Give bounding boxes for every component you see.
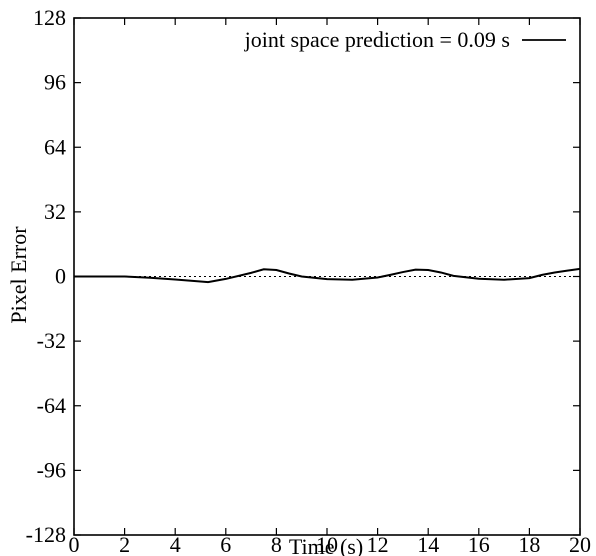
x-tick-label: 4 — [170, 532, 181, 556]
x-tick-label: 16 — [468, 532, 490, 556]
y-tick-label: -64 — [37, 393, 66, 418]
axes-layer — [73, 17, 581, 536]
y-tick-label: 0 — [55, 264, 66, 289]
x-tick-label: 10 — [316, 532, 338, 556]
x-tick-label: 14 — [417, 532, 439, 556]
y-tick-label: 64 — [44, 134, 66, 159]
y-tick-label: 96 — [44, 70, 66, 95]
series-line — [74, 267, 581, 284]
x-tick-label: 18 — [518, 532, 540, 556]
y-tick-label: -32 — [37, 328, 66, 353]
y-tick-label: 128 — [33, 5, 66, 30]
x-tick-label: 8 — [271, 532, 282, 556]
legend-label: joint space prediction = 0.09 s — [244, 27, 510, 52]
labels-layer: 0 2 4 6 8 10 12 14 16 18 20 128 96 64 32 0 -32 -64 -96 -128… — [6, 5, 591, 556]
x-tick-label: 20 — [569, 532, 591, 556]
x-tick-label: 6 — [220, 532, 231, 556]
y-tick-label: 32 — [44, 199, 66, 224]
x-tick-label: 12 — [367, 532, 389, 556]
x-axis-label: Time (s) — [289, 534, 363, 556]
x-tick-label: 2 — [119, 532, 130, 556]
y-axis-label: Pixel Error — [6, 226, 31, 324]
y-tick-label: -96 — [37, 457, 66, 482]
plot-layer — [74, 267, 581, 284]
x-tick-label: 0 — [69, 532, 80, 556]
y-tick-label: -128 — [26, 522, 66, 547]
